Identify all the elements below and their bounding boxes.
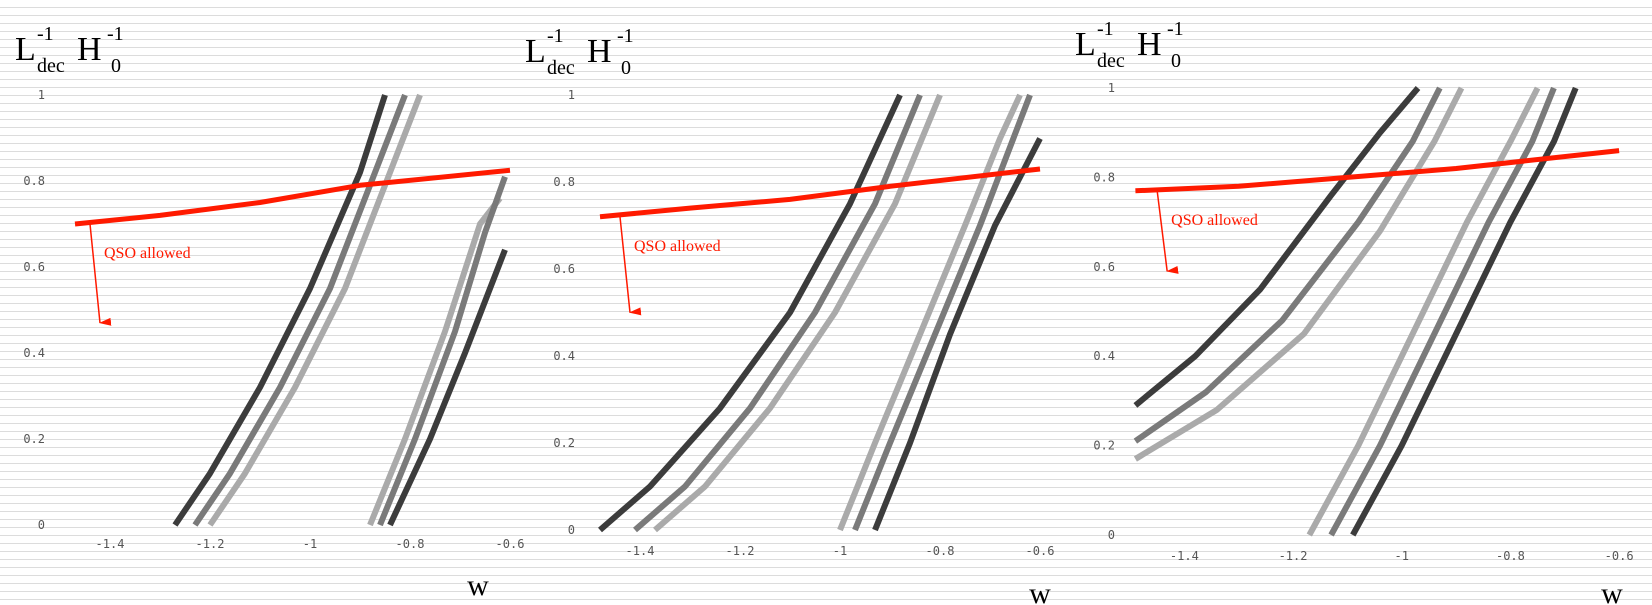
x-tick-label: -1 bbox=[1395, 549, 1409, 563]
y-tick-label: 0.8 bbox=[553, 175, 575, 189]
y-label-sub: dec bbox=[547, 57, 575, 79]
qso-constraint-line bbox=[74, 167, 511, 227]
series-curve-5 bbox=[852, 93, 1033, 532]
y-label-sub2: 0 bbox=[1171, 50, 1181, 72]
x-tick-label: -1.2 bbox=[196, 537, 225, 551]
qso-allowed-arrow bbox=[89, 223, 112, 326]
y-tick-label: 0 bbox=[38, 518, 45, 532]
y-tick-label: 1 bbox=[1108, 81, 1115, 95]
y-label-exp1: -1 bbox=[547, 25, 564, 47]
series-curve-1 bbox=[598, 93, 903, 533]
series-curve-4 bbox=[837, 93, 1023, 532]
x-axis-label: w bbox=[1029, 577, 1051, 605]
series-curve-1 bbox=[172, 94, 388, 527]
y-tick-label: 0.6 bbox=[553, 262, 575, 276]
y-label-exp2: -1 bbox=[107, 23, 124, 45]
series-curve-6 bbox=[872, 137, 1043, 532]
x-tick-label: -0.8 bbox=[1496, 549, 1525, 563]
y-label-exp2: -1 bbox=[1167, 18, 1184, 40]
series-curve-6 bbox=[1350, 86, 1579, 537]
qso-constraint-line bbox=[599, 166, 1041, 220]
x-tick-label: -1 bbox=[833, 544, 847, 558]
x-axis-label: w bbox=[1601, 577, 1623, 605]
y-label-sub: dec bbox=[1097, 50, 1125, 72]
y-tick-label: 0.4 bbox=[1093, 349, 1115, 363]
y-tick-label: 0.2 bbox=[553, 436, 575, 450]
y-label-H: H bbox=[77, 31, 102, 68]
series-curve-5 bbox=[377, 175, 508, 527]
y-tick-label: 0.8 bbox=[1093, 170, 1115, 184]
y-tick-label: 0 bbox=[1108, 528, 1115, 542]
qso-constraint-line bbox=[1135, 148, 1620, 194]
series-curve-6 bbox=[387, 248, 508, 527]
series-curve-4 bbox=[367, 196, 503, 527]
series-curve-2 bbox=[1133, 86, 1443, 444]
y-tick-label: 0.6 bbox=[1093, 260, 1115, 274]
series-curve-2 bbox=[192, 93, 408, 527]
qso-allowed-arrow bbox=[1156, 190, 1179, 274]
x-tick-label: -1.2 bbox=[726, 544, 755, 558]
x-axis-label: w bbox=[467, 569, 489, 602]
y-label-L: L bbox=[1075, 26, 1096, 63]
series-curve-3 bbox=[653, 93, 943, 533]
series-curve-3 bbox=[207, 93, 423, 527]
x-tick-label: -1.2 bbox=[1279, 549, 1308, 563]
y-label-L: L bbox=[15, 31, 36, 68]
qso-allowed-arrow bbox=[619, 216, 642, 316]
y-label-exp2: -1 bbox=[617, 25, 634, 47]
x-tick-label: -1.4 bbox=[626, 544, 655, 558]
qso-allowed-annotation: QSO allowed bbox=[634, 238, 721, 255]
qso-allowed-annotation: QSO allowed bbox=[104, 245, 191, 262]
x-tick-label: -0.6 bbox=[496, 537, 525, 551]
x-tick-label: -1 bbox=[303, 537, 317, 551]
y-tick-label: 0.2 bbox=[23, 432, 45, 446]
y-tick-label: 0.4 bbox=[553, 349, 575, 363]
y-label-sub2: 0 bbox=[111, 55, 121, 77]
x-tick-label: -0.6 bbox=[1026, 544, 1055, 558]
x-tick-label: -0.8 bbox=[926, 544, 955, 558]
series-curve-1 bbox=[1133, 86, 1421, 408]
y-label-L: L bbox=[525, 33, 546, 70]
y-tick-label: 1 bbox=[568, 88, 575, 102]
series-curve-2 bbox=[633, 93, 923, 533]
y-label-sub: dec bbox=[37, 55, 65, 77]
qso-allowed-annotation: QSO allowed bbox=[1171, 212, 1258, 229]
y-label-exp1: -1 bbox=[1097, 18, 1114, 40]
x-tick-label: -0.8 bbox=[396, 537, 425, 551]
series-curve-4 bbox=[1306, 86, 1541, 537]
series-curve-5 bbox=[1328, 86, 1557, 537]
x-tick-label: -0.6 bbox=[1605, 549, 1634, 563]
series-curve-3 bbox=[1133, 86, 1465, 462]
y-tick-label: 0 bbox=[568, 523, 575, 537]
y-label-exp1: -1 bbox=[37, 23, 54, 45]
x-tick-label: -1.4 bbox=[1170, 549, 1199, 563]
y-label-H: H bbox=[587, 33, 612, 70]
y-tick-label: 0.6 bbox=[23, 260, 45, 274]
y-tick-label: 0.8 bbox=[23, 174, 45, 188]
y-tick-label: 1 bbox=[38, 88, 45, 102]
y-label-sub2: 0 bbox=[621, 57, 631, 79]
y-tick-label: 0.4 bbox=[23, 346, 45, 360]
y-label-H: H bbox=[1137, 26, 1162, 63]
y-tick-label: 0.2 bbox=[1093, 439, 1115, 453]
x-tick-label: -1.4 bbox=[96, 537, 125, 551]
